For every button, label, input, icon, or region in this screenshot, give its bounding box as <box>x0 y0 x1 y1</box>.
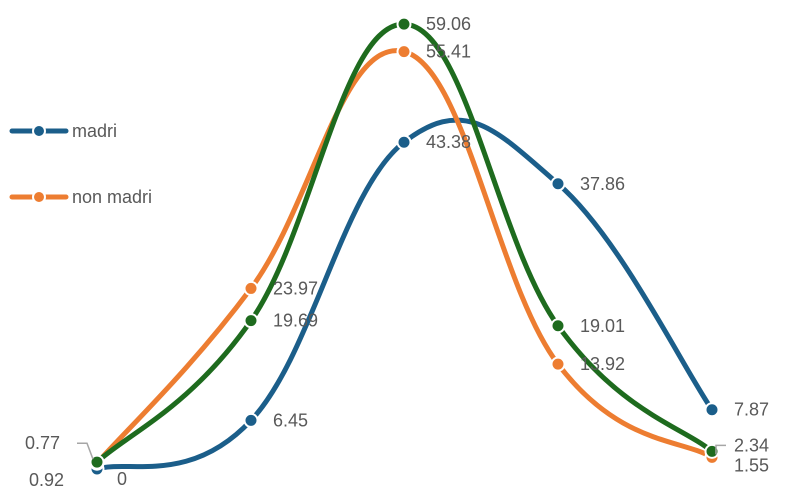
series-points <box>89 16 720 477</box>
leader-line-non-madri-1 <box>77 442 94 460</box>
legend: madri non madri <box>9 121 152 207</box>
data-label-series-3-1: 0.92 <box>29 470 64 490</box>
point-series-3-2[interactable] <box>243 313 259 329</box>
point-non-madri-3[interactable] <box>396 44 412 60</box>
point-non-madri-2[interactable] <box>243 280 259 296</box>
data-label-non-madri-4: 13.92 <box>580 354 625 374</box>
legend-item-non-madri[interactable]: non madri <box>9 187 152 207</box>
data-label-non-madri-1: 0.77 <box>25 433 60 453</box>
data-label-series-3-2: 19.69 <box>273 311 318 331</box>
legend-item-madri[interactable]: madri <box>9 121 117 141</box>
data-label-series-3-4: 19.01 <box>580 316 625 336</box>
point-non-madri-4[interactable] <box>550 356 566 372</box>
line-series-3 <box>94 21 715 465</box>
point-madri-4[interactable] <box>550 176 566 192</box>
point-madri-2[interactable] <box>243 412 259 428</box>
data-label-madri-1: 0 <box>117 469 127 489</box>
series-lines <box>94 21 715 472</box>
legend-marker-non-madri <box>32 190 46 204</box>
data-label-madri-3: 43.38 <box>426 132 471 152</box>
data-label-madri-5: 7.87 <box>734 400 769 420</box>
label-leader-lines <box>77 442 726 460</box>
data-label-series-3-3: 59.06 <box>426 14 471 34</box>
data-label-non-madri-5: 1.55 <box>734 455 769 475</box>
legend-marker-madri <box>32 124 46 138</box>
point-series-3-4[interactable] <box>550 318 566 334</box>
point-madri-3[interactable] <box>396 134 412 150</box>
data-label-madri-2: 6.45 <box>273 410 308 430</box>
data-label-madri-4: 37.86 <box>580 174 625 194</box>
data-labels: 0 6.45 43.38 37.86 7.87 0.77 23.97 55.41 13.92 1.… <box>25 14 769 490</box>
data-label-series-3-5: 2.34 <box>734 435 769 455</box>
data-label-non-madri-2: 23.97 <box>273 278 318 298</box>
point-madri-5[interactable] <box>704 402 720 418</box>
line-madri <box>94 117 715 472</box>
point-series-3-3[interactable] <box>396 16 412 32</box>
legend-label-madri: madri <box>72 121 117 141</box>
legend-label-non-madri: non madri <box>72 187 152 207</box>
point-series-3-1[interactable] <box>89 454 105 470</box>
leader-line-non-madri-5 <box>715 444 726 455</box>
data-label-non-madri-3: 55.41 <box>426 42 471 62</box>
